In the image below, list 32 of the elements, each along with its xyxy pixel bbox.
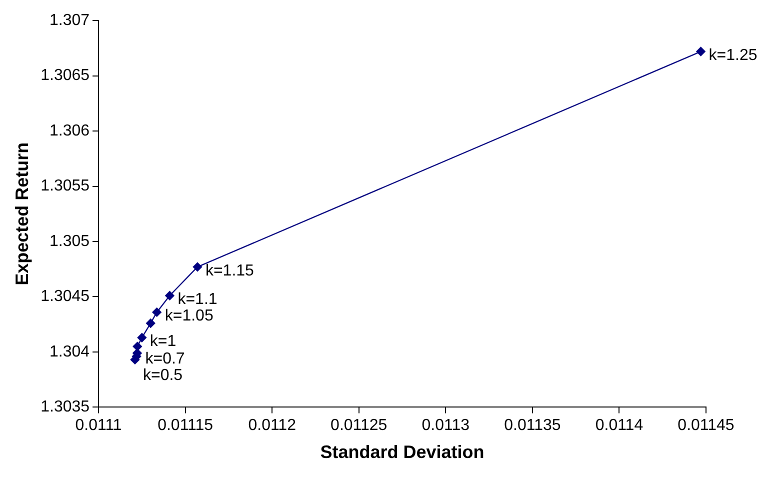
y-tick-label: 1.3065 [40,67,90,84]
x-tick-label: 0.0113 [422,417,470,434]
annotation: k=1.05 [164,308,214,325]
y-tick-label: 1.305 [49,232,90,250]
x-tick-label: 0.0112 [248,417,296,434]
y-axis-title: Expected Return [12,142,32,286]
y-tick-label: 1.3055 [40,178,90,195]
annotation: k=0.5 [142,367,183,384]
x-tick-label: 0.01125 [330,417,388,434]
point [192,262,202,272]
point [165,291,174,300]
annotation: k=1 [150,333,176,350]
point [152,308,162,317]
point [146,318,156,328]
y-tick-label: 1.3045 [40,288,90,306]
x-tick-label: 0.0111 [75,417,122,434]
point [137,333,147,342]
x-tick-label: 0.01145 [678,417,734,434]
x-tick-label: 0.01115 [158,417,214,434]
x-tick-label: 0.0114 [595,417,644,434]
annotation: k=1.15 [205,262,254,280]
y-tick-label: 1.307 [49,12,90,30]
annotation: k=1.1 [178,291,218,308]
y-tick-label: 1.304 [49,343,90,360]
annotation: k=0.7 [145,350,185,368]
point [696,46,706,56]
x-axis-title: Standard Deviation [320,442,484,462]
y-tick-label: 1.306 [49,122,90,140]
annotation: k=1.25 [708,46,758,64]
point [132,342,142,352]
y-tick-label: 1.3035 [40,398,90,416]
x-tick-label: 0.01135 [504,417,561,434]
